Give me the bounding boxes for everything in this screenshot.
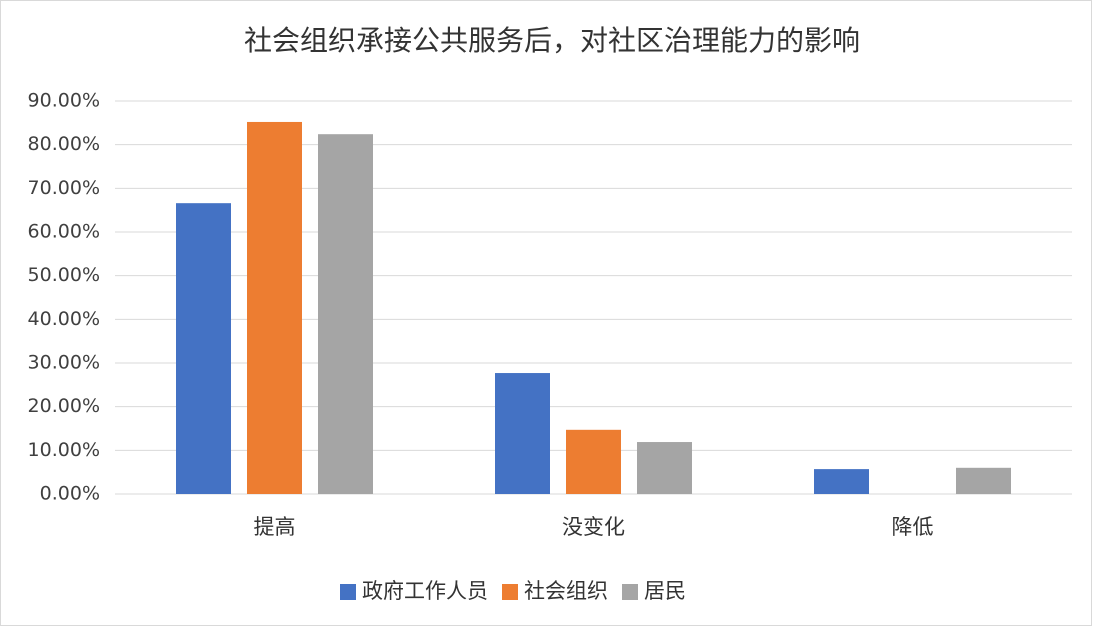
legend-label: 社会组织 (524, 579, 608, 603)
y-tick-label: 30.00% (28, 352, 100, 374)
legend-label: 政府工作人员 (362, 579, 488, 603)
y-tick-label: 90.00% (28, 90, 100, 112)
bar (814, 469, 869, 494)
legend-label: 居民 (644, 579, 686, 603)
y-tick-label: 80.00% (28, 133, 100, 155)
chart-title: 社会组织承接公共服务后，对社区治理能力的影响 (244, 24, 860, 57)
y-tick-label: 0.00% (40, 483, 100, 505)
bar (176, 203, 231, 494)
bar (566, 429, 621, 494)
legend-swatch (502, 584, 518, 600)
x-tick-label: 降低 (892, 515, 934, 539)
y-tick-label: 50.00% (28, 264, 100, 286)
y-tick-label: 10.00% (28, 439, 100, 461)
legend-swatch (622, 584, 638, 600)
bar (637, 442, 692, 494)
x-tick-label: 没变化 (562, 515, 625, 539)
y-tick-label: 20.00% (28, 395, 100, 417)
y-tick-label: 70.00% (28, 177, 100, 199)
bar (318, 134, 373, 495)
legend-swatch (340, 584, 356, 600)
bar (247, 121, 302, 495)
y-tick-label: 40.00% (28, 308, 100, 330)
bar (956, 467, 1011, 494)
y-tick-label: 60.00% (28, 221, 100, 243)
x-tick-label: 提高 (254, 515, 296, 539)
bar (495, 373, 550, 494)
